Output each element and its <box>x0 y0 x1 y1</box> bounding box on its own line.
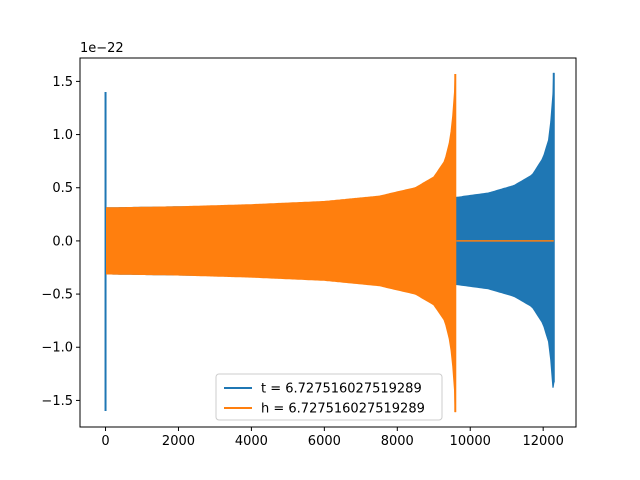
y-tick-label: −1.0 <box>41 341 73 356</box>
x-tick-label: 4000 <box>235 434 268 449</box>
y-tick-label: 0.0 <box>52 234 73 249</box>
x-tick-label: 12000 <box>522 434 563 449</box>
y-offset-label: 1e−22 <box>80 41 124 56</box>
plot-area <box>104 72 555 413</box>
y-tick-label: 1.5 <box>52 75 73 90</box>
y-tick-label: 0.5 <box>52 181 73 196</box>
x-tick-label: 0 <box>101 434 109 449</box>
x-tick-label: 6000 <box>308 434 341 449</box>
plot-clip-group <box>104 72 555 413</box>
y-tick-label: 1.0 <box>52 128 73 143</box>
axes-frame <box>79 57 577 428</box>
x-tick-label: 2000 <box>162 434 195 449</box>
legend-label: h = 6.727516027519289 <box>261 402 425 417</box>
y-tick-label: −1.5 <box>41 394 73 409</box>
y-tick-label: −0.5 <box>41 288 73 303</box>
axes: 0 2000 4000 6000 8000 10000 12000 −1.5 −1.0 −0.5 0… <box>41 57 577 449</box>
legend-box <box>215 373 443 421</box>
legend-label: t = 6.727516027519289 <box>261 382 422 397</box>
x-tick-label: 8000 <box>381 434 414 449</box>
x-tick-label: 10000 <box>450 434 491 449</box>
legend: t = 6.727516027519289 h = 6.7275160275192… <box>215 373 443 421</box>
